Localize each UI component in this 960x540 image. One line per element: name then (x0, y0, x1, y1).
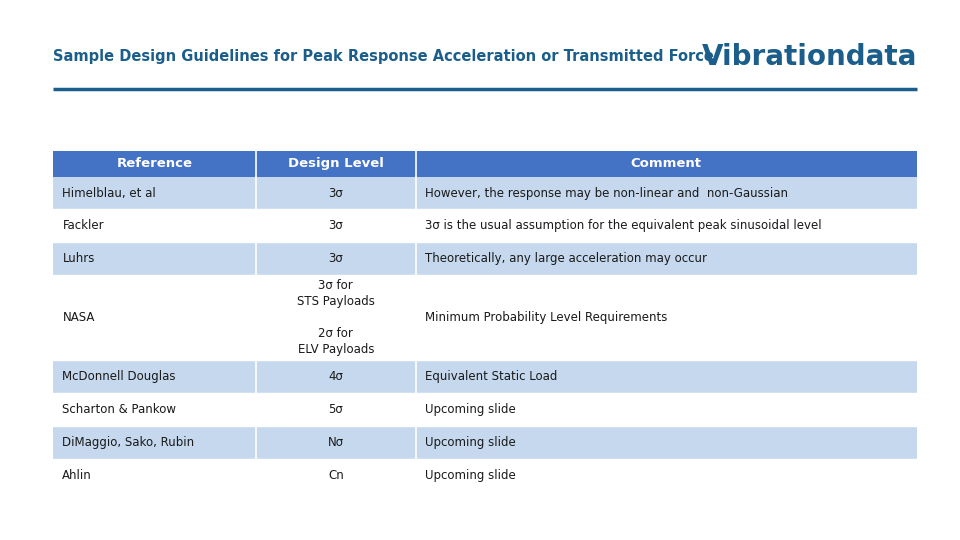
Text: NASA: NASA (62, 311, 95, 324)
Bar (255, 151, 416, 177)
Bar (53, 426, 917, 458)
Text: 3σ is the usual assumption for the equivalent peak sinusoidal level: 3σ is the usual assumption for the equiv… (425, 219, 822, 232)
Text: 3σ for
STS Payloads

2σ for
ELV Payloads: 3σ for STS Payloads 2σ for ELV Payloads (297, 279, 374, 356)
Text: Reference: Reference (116, 158, 192, 171)
Text: Minimum Probability Level Requirements: Minimum Probability Level Requirements (425, 311, 667, 324)
Bar (53, 458, 917, 491)
Text: Nσ: Nσ (327, 436, 344, 449)
Text: 3σ: 3σ (328, 219, 343, 232)
Text: Vibrationdata: Vibrationdata (702, 43, 917, 71)
Bar (53, 393, 917, 426)
Bar (53, 275, 917, 360)
Text: McDonnell Douglas: McDonnell Douglas (62, 370, 176, 383)
Text: Sample Design Guidelines for Peak Response Acceleration or Transmitted Force: Sample Design Guidelines for Peak Respon… (53, 49, 713, 64)
Text: Scharton & Pankow: Scharton & Pankow (62, 403, 177, 416)
Text: However, the response may be non-linear and  non-Gaussian: However, the response may be non-linear … (425, 187, 788, 200)
Text: Equivalent Static Load: Equivalent Static Load (425, 370, 558, 383)
Text: Design Level: Design Level (288, 158, 384, 171)
Text: 5σ: 5σ (328, 403, 343, 416)
Text: 3σ: 3σ (328, 187, 343, 200)
Text: Upcoming slide: Upcoming slide (425, 469, 516, 482)
Text: 4σ: 4σ (328, 370, 343, 383)
Bar (53, 360, 917, 393)
Text: Upcoming slide: Upcoming slide (425, 436, 516, 449)
Bar (53, 242, 917, 275)
Text: DiMaggio, Sako, Rubin: DiMaggio, Sako, Rubin (62, 436, 195, 449)
Text: Himelblau, et al: Himelblau, et al (62, 187, 156, 200)
Text: Luhrs: Luhrs (62, 252, 95, 265)
Text: Fackler: Fackler (62, 219, 104, 232)
Text: Theoretically, any large acceleration may occur: Theoretically, any large acceleration ma… (425, 252, 708, 265)
Bar (53, 210, 917, 242)
Bar (53, 151, 255, 177)
Text: Upcoming slide: Upcoming slide (425, 403, 516, 416)
Bar (416, 151, 917, 177)
Text: 3σ: 3σ (328, 252, 343, 265)
Text: Comment: Comment (631, 158, 702, 171)
Text: Ahlin: Ahlin (62, 469, 92, 482)
Bar (53, 177, 917, 210)
Text: Cn: Cn (328, 469, 344, 482)
